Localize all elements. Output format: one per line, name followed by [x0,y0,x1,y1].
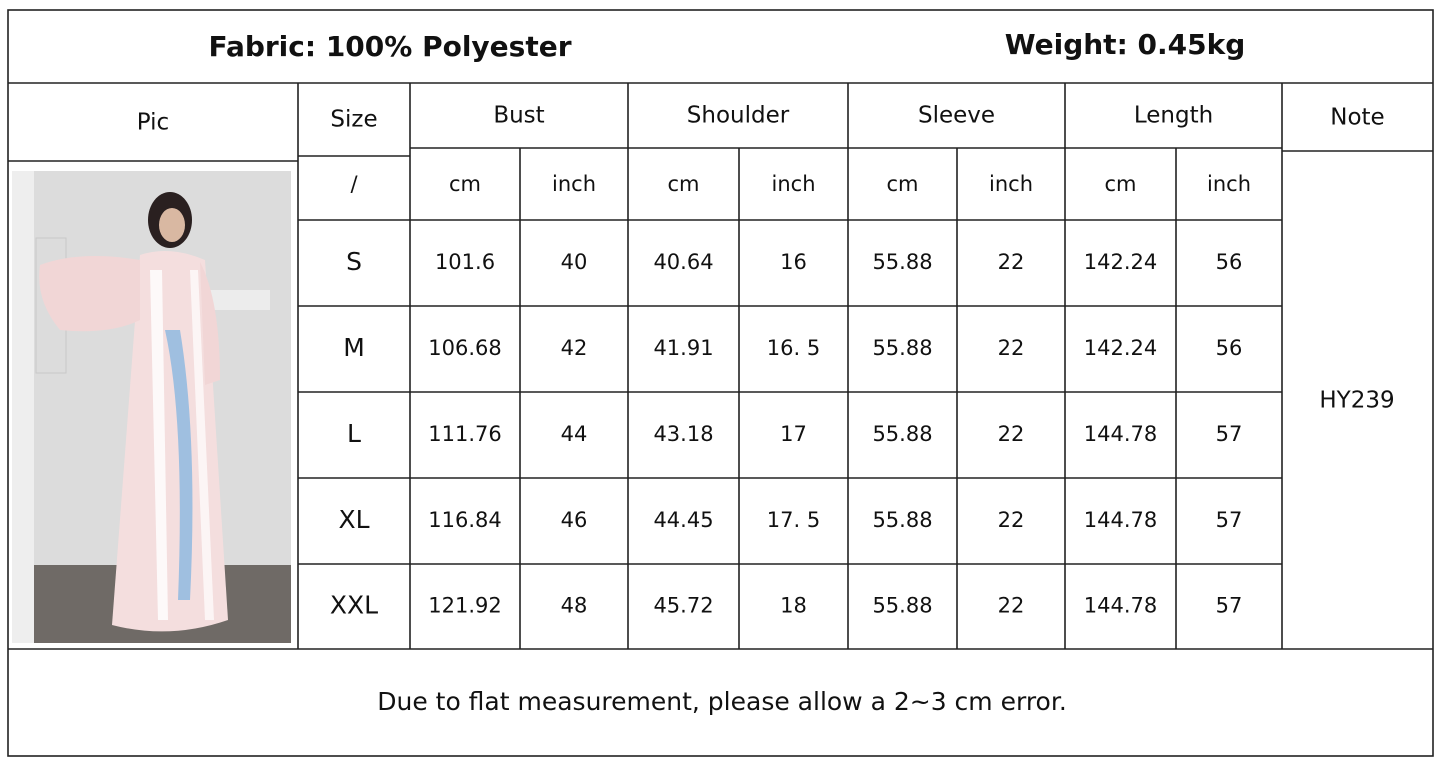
unit-label: inch [1207,172,1251,196]
size-label: L [347,419,361,448]
measurement: 22 [998,422,1025,446]
note: HY239 [1319,388,1394,414]
measurement: 56 [1216,336,1243,360]
unit-label: cm [667,172,699,196]
measurement: 42 [561,336,588,360]
measurement: 22 [998,508,1025,532]
measurement: 144.78 [1084,594,1157,618]
measurement: 111.76 [428,422,501,446]
measurement: 16. 5 [767,336,820,360]
unit-label: / [350,172,358,196]
measurement: 144.78 [1084,422,1157,446]
measurement: 17. 5 [767,508,820,532]
measurement: 144.78 [1084,508,1157,532]
measurement: 17 [780,422,807,446]
footer-note: Due to flat measurement, please allow a … [377,687,1067,716]
measurement: 55.88 [872,250,932,274]
measurement: 116.84 [428,508,501,532]
weight-title: Weight: 0.45kg [1005,28,1246,61]
measurement: 43.18 [653,422,713,446]
outer-border [7,9,1434,757]
measurement: 55.88 [872,594,932,618]
measurement: 57 [1216,508,1243,532]
measurement: 40 [561,250,588,274]
grid-lines [8,82,1433,650]
column-header: Sleeve [918,103,995,129]
measurement: 56 [1216,250,1243,274]
measurement: 16 [780,250,807,274]
measurement: 22 [998,336,1025,360]
column-header: Length [1134,103,1213,129]
measurement: 41.91 [653,336,713,360]
unit-label: inch [989,172,1033,196]
size-label: XXL [330,591,378,620]
column-header: Pic [137,110,169,136]
measurement: 55.88 [872,508,932,532]
measurement: 22 [998,594,1025,618]
measurement: 106.68 [428,336,501,360]
measurement: 101.6 [435,250,495,274]
measurement: 44.45 [653,508,713,532]
measurement: 40.64 [653,250,713,274]
measurement: 57 [1216,594,1243,618]
measurement: 142.24 [1084,250,1157,274]
unit-label: cm [886,172,918,196]
unit-label: cm [449,172,481,196]
measurement: 142.24 [1084,336,1157,360]
measurement: 44 [561,422,588,446]
measurement: 22 [998,250,1025,274]
column-header: Bust [493,103,544,129]
column-header: Note [1330,105,1384,131]
measurement: 55.88 [872,422,932,446]
product-photo [12,171,291,643]
measurement: 121.92 [428,594,501,618]
measurement: 57 [1216,422,1243,446]
size-label: XL [338,505,369,534]
unit-label: cm [1104,172,1136,196]
column-header: Size [330,107,377,133]
measurement: 45.72 [653,594,713,618]
size-label: M [343,333,365,362]
column-header: Shoulder [687,103,790,129]
measurement: 55.88 [872,336,932,360]
measurement: 48 [561,594,588,618]
unit-label: inch [772,172,816,196]
measurement: 18 [780,594,807,618]
fabric-title: Fabric: 100% Polyester [208,30,571,63]
unit-label: inch [552,172,596,196]
size-label: S [346,247,362,276]
measurement: 46 [561,508,588,532]
